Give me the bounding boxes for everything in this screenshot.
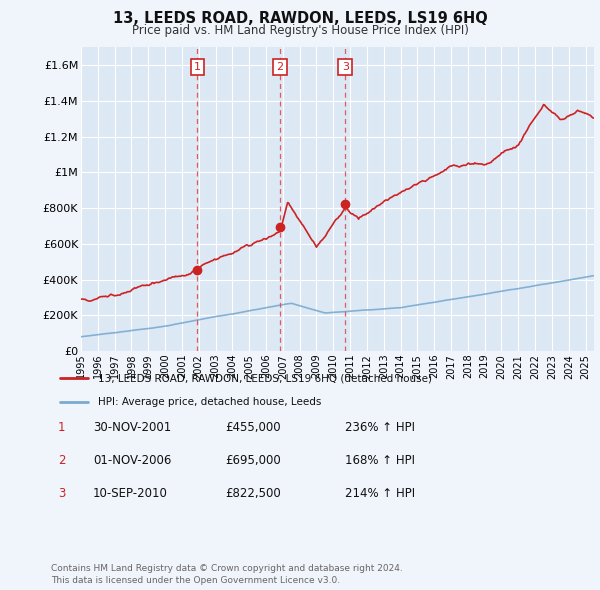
Text: 214% ↑ HPI: 214% ↑ HPI: [345, 487, 415, 500]
Text: 3: 3: [342, 62, 349, 72]
Text: 3: 3: [58, 487, 65, 500]
Text: 13, LEEDS ROAD, RAWDON, LEEDS, LS19 6HQ: 13, LEEDS ROAD, RAWDON, LEEDS, LS19 6HQ: [113, 11, 487, 25]
Text: 10-SEP-2010: 10-SEP-2010: [93, 487, 168, 500]
Text: 2: 2: [277, 62, 284, 72]
Text: £695,000: £695,000: [225, 454, 281, 467]
Text: 01-NOV-2006: 01-NOV-2006: [93, 454, 172, 467]
Text: 30-NOV-2001: 30-NOV-2001: [93, 421, 171, 434]
Text: £455,000: £455,000: [225, 421, 281, 434]
Text: Price paid vs. HM Land Registry's House Price Index (HPI): Price paid vs. HM Land Registry's House …: [131, 24, 469, 37]
Text: 13, LEEDS ROAD, RAWDON, LEEDS, LS19 6HQ (detached house): 13, LEEDS ROAD, RAWDON, LEEDS, LS19 6HQ …: [98, 373, 432, 383]
Text: 2: 2: [58, 454, 65, 467]
Text: HPI: Average price, detached house, Leeds: HPI: Average price, detached house, Leed…: [98, 397, 321, 407]
Text: 1: 1: [194, 62, 201, 72]
Text: Contains HM Land Registry data © Crown copyright and database right 2024.
This d: Contains HM Land Registry data © Crown c…: [51, 564, 403, 585]
Text: £822,500: £822,500: [225, 487, 281, 500]
Text: 1: 1: [58, 421, 65, 434]
Text: 236% ↑ HPI: 236% ↑ HPI: [345, 421, 415, 434]
Text: 168% ↑ HPI: 168% ↑ HPI: [345, 454, 415, 467]
